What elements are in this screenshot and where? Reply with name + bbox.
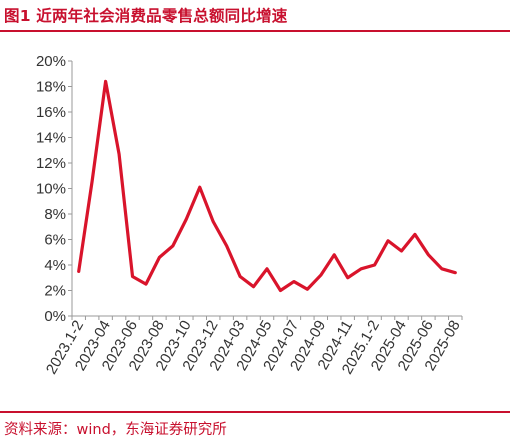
y-tick-label: 20%: [36, 53, 66, 70]
y-tick-label: 10%: [36, 181, 66, 198]
x-axis: 2023.1-22023-042023-062023-082023-102023…: [43, 315, 464, 377]
y-tick-label: 8%: [44, 206, 66, 223]
y-tick-label: 14%: [36, 130, 66, 147]
y-tick-label: 12%: [36, 155, 66, 172]
source-note: 资料来源：wind，东海证券研究所: [4, 422, 227, 438]
y-tick-label: 18%: [36, 79, 66, 96]
y-tick-label: 0%: [44, 308, 66, 325]
source-divider: [0, 411, 510, 413]
title-divider: [0, 30, 510, 32]
y-axis: 0% 2% 4% 6% 8% 10% 12% 14% 16% 18% 20%: [36, 53, 73, 325]
figure-title: 图1 近两年社会消费品零售总额同比增速: [4, 7, 288, 25]
y-tick-label: 6%: [44, 232, 66, 249]
y-tick-label: 4%: [44, 257, 66, 274]
y-tick-label: 16%: [36, 104, 66, 121]
series-layer: [77, 79, 457, 293]
series-line: [77, 79, 457, 293]
y-tick-label: 2%: [44, 283, 66, 300]
